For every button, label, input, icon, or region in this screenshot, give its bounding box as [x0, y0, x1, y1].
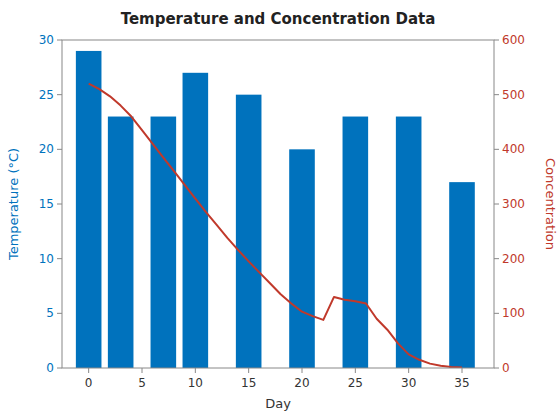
x-tick-label: 20	[294, 376, 309, 390]
x-axis-label: Day	[265, 396, 291, 411]
bar	[183, 73, 209, 368]
y2-tick-label: 400	[502, 142, 525, 156]
x-tick	[88, 368, 89, 373]
y2-tick-label: 0	[502, 361, 510, 375]
data-group	[76, 51, 475, 368]
x-tick	[408, 368, 409, 373]
bar	[449, 182, 475, 368]
y2-tick	[494, 204, 499, 205]
y-tick-label: 20	[39, 142, 54, 156]
x-tick-label: 30	[401, 376, 416, 390]
y-tick-label: 25	[39, 88, 54, 102]
y2-tick	[494, 258, 499, 259]
x-tick-label: 35	[454, 376, 469, 390]
y2-tick	[494, 40, 499, 41]
y2-tick	[494, 94, 499, 95]
x-tick	[355, 368, 356, 373]
y-tick	[57, 258, 62, 259]
y-axis-label: Temperature (°C)	[6, 148, 21, 261]
y-tick	[57, 368, 62, 369]
y2-tick-label: 500	[502, 88, 525, 102]
y-tick	[57, 40, 62, 41]
x-tick-label: 15	[241, 376, 256, 390]
bar	[108, 117, 134, 368]
x-tick	[462, 368, 463, 373]
chart: 0510152025303505101520253001002003004005…	[0, 0, 560, 420]
y2-axis-label: Concentration	[543, 158, 558, 250]
bar	[343, 117, 369, 368]
x-tick-label: 0	[85, 376, 93, 390]
x-tick-label: 10	[188, 376, 203, 390]
y-tick-label: 30	[39, 33, 54, 47]
title: Temperature and Concentration Data	[121, 10, 436, 28]
y-tick-label: 0	[46, 361, 54, 375]
y-tick-label: 5	[46, 306, 54, 320]
y2-tick	[494, 149, 499, 150]
x-tick	[302, 368, 303, 373]
bar	[151, 117, 177, 368]
y-tick	[57, 204, 62, 205]
y-tick-label: 15	[39, 197, 54, 211]
y-tick	[57, 313, 62, 314]
x-tick	[142, 368, 143, 373]
x-tick	[195, 368, 196, 373]
y2-tick-label: 600	[502, 33, 525, 47]
y-tick	[57, 149, 62, 150]
bar	[76, 51, 102, 368]
y-tick-label: 10	[39, 252, 54, 266]
y2-tick	[494, 313, 499, 314]
x-tick	[248, 368, 249, 373]
x-tick-label: 5	[138, 376, 146, 390]
y2-tick	[494, 368, 499, 369]
y2-tick-label: 300	[502, 197, 525, 211]
y-tick	[57, 94, 62, 95]
plot-frame	[62, 40, 494, 368]
y2-tick-label: 100	[502, 306, 525, 320]
line	[89, 84, 462, 368]
bar	[289, 149, 315, 368]
bar	[396, 117, 422, 368]
bar	[236, 95, 262, 368]
x-tick-label: 25	[348, 376, 363, 390]
y2-tick-label: 200	[502, 252, 525, 266]
